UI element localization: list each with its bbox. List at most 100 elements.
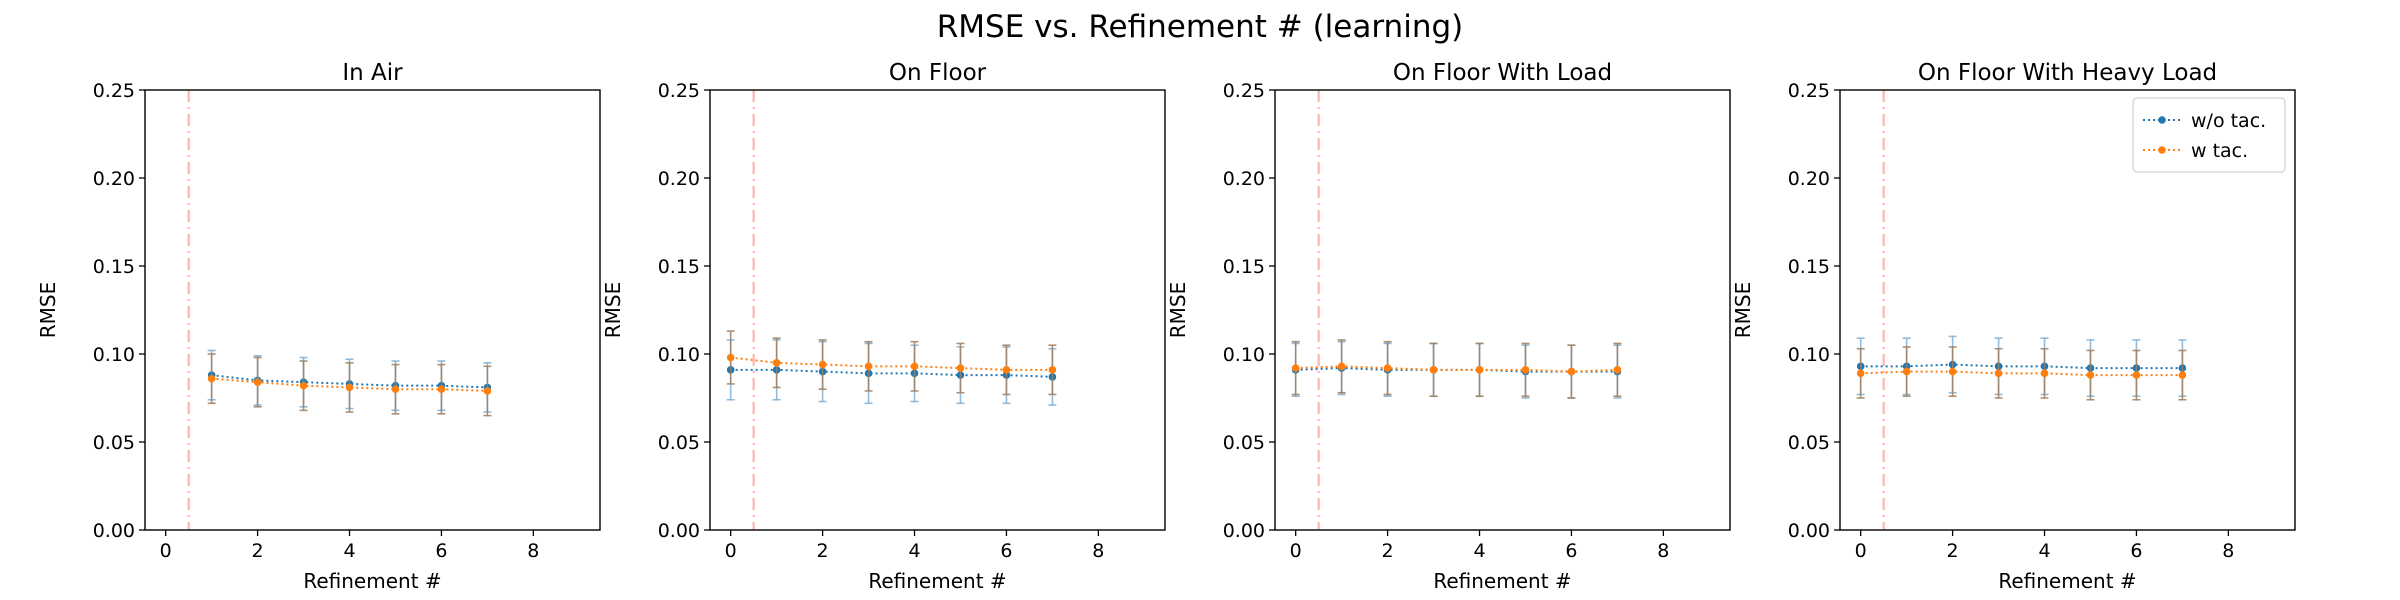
x-tick-label: 6 xyxy=(2130,540,2142,562)
data-point xyxy=(253,378,262,386)
y-axis-label: RMSE xyxy=(1731,282,1755,338)
x-tick-label: 8 xyxy=(1657,540,1669,562)
y-tick-label: 0.25 xyxy=(658,80,700,102)
y-tick-label: 0.20 xyxy=(658,168,700,190)
data-point xyxy=(1291,364,1300,372)
series-line xyxy=(1860,363,2183,370)
data-point xyxy=(818,360,827,369)
subplot-2: On Floor 0.00 0.05 0.10 0.15 0.20 0.25 0 2 4 6 8 Ref… xyxy=(601,60,1166,593)
y-tick-label: 0.00 xyxy=(1223,520,1265,542)
data-point xyxy=(726,353,735,362)
data-point xyxy=(772,359,781,367)
x-tick-label: 2 xyxy=(1947,540,1959,562)
axes-frame xyxy=(1274,89,1731,531)
axes-frame xyxy=(1839,89,2296,531)
data-point xyxy=(299,381,308,390)
data-point xyxy=(1002,366,1011,374)
y-tick-label: 0.15 xyxy=(658,256,700,278)
y-tick-label: 0.05 xyxy=(1223,432,1265,454)
x-tick-label: 4 xyxy=(343,540,355,562)
series-line xyxy=(730,368,1053,378)
data-point xyxy=(1567,367,1576,376)
legend-marker xyxy=(2158,146,2166,154)
y-tick-label: 0.00 xyxy=(1788,520,1830,542)
y-tick-label: 0.15 xyxy=(1788,256,1830,278)
legend: w/o tac. w tac. xyxy=(2132,97,2286,173)
legend-item: w tac. xyxy=(2143,140,2248,162)
x-tick-label: 2 xyxy=(252,540,264,562)
data-point xyxy=(391,385,400,394)
data-point xyxy=(1994,369,2003,378)
y-tick-label: 0.15 xyxy=(93,256,135,278)
subplots: In Air 0.00 0.05 0.10 0.15 0.20 0.25 0 2 4 6 8 Refin… xyxy=(36,60,2296,593)
series-line xyxy=(730,356,1053,371)
y-axis-label: RMSE xyxy=(1166,282,1190,338)
data-point xyxy=(483,387,492,395)
figure-suptitle: RMSE vs. Refinement # (learning) xyxy=(937,9,1464,45)
data-point xyxy=(1475,366,1484,374)
subplot-4: On Floor With Heavy Load 0.00 0.05 0.10 0.15… xyxy=(1731,60,2296,593)
subplot-title: On Floor With Heavy Load xyxy=(1918,60,2217,86)
x-tick-label: 6 xyxy=(1565,540,1577,562)
x-tick-label: 2 xyxy=(817,540,829,562)
y-tick-label: 0.10 xyxy=(658,344,700,366)
y-tick-label: 0.10 xyxy=(93,344,135,366)
x-tick-label: 6 xyxy=(435,540,447,562)
series-w-tac xyxy=(1856,346,2187,401)
data-point xyxy=(1337,362,1346,371)
data-point xyxy=(1856,369,1865,378)
data-point xyxy=(345,383,354,392)
data-point xyxy=(2178,371,2187,379)
series-w-tac xyxy=(726,330,1057,396)
y-tick-label: 0.05 xyxy=(93,432,135,454)
x-tick-label: 8 xyxy=(527,540,539,562)
data-point xyxy=(1383,364,1392,372)
x-tick-label: 0 xyxy=(1855,540,1867,562)
x-tick-label: 0 xyxy=(1290,540,1302,562)
x-axis-label: Refinement # xyxy=(868,569,1006,593)
y-axis-label: RMSE xyxy=(36,282,60,338)
data-point xyxy=(864,362,873,371)
y-tick-label: 0.00 xyxy=(658,520,700,542)
x-tick-label: 4 xyxy=(2038,540,2050,562)
data-point xyxy=(2086,371,2095,379)
y-tick-label: 0.05 xyxy=(658,432,700,454)
subplot-title: On Floor With Load xyxy=(1393,60,1612,86)
series-w-tac xyxy=(207,353,492,417)
y-tick-label: 0.25 xyxy=(1788,80,1830,102)
x-tick-label: 8 xyxy=(1092,540,1104,562)
y-tick-label: 0.25 xyxy=(1223,80,1265,102)
y-tick-label: 0.20 xyxy=(1788,168,1830,190)
x-axis-label: Refinement # xyxy=(1998,569,2136,593)
data-point xyxy=(910,362,919,371)
data-point xyxy=(1521,366,1530,374)
y-axis-label: RMSE xyxy=(601,282,625,338)
x-tick-label: 8 xyxy=(2222,540,2234,562)
y-tick-label: 0.00 xyxy=(93,520,135,542)
data-point xyxy=(1948,367,1957,376)
subplot-3: On Floor With Load 0.00 0.05 0.10 0.15 0.20 0.… xyxy=(1166,60,1731,593)
axes-frame xyxy=(144,89,601,531)
y-tick-label: 0.10 xyxy=(1788,344,1830,366)
series-w-tac xyxy=(1291,339,1622,399)
data-point xyxy=(2132,371,2141,379)
legend-label: w/o tac. xyxy=(2191,110,2266,132)
y-tick-label: 0.20 xyxy=(93,168,135,190)
y-tick-label: 0.25 xyxy=(93,80,135,102)
x-tick-label: 0 xyxy=(725,540,737,562)
axes-frame xyxy=(709,89,1166,531)
x-axis-label: Refinement # xyxy=(1433,569,1571,593)
series-line xyxy=(1295,365,1618,373)
data-point xyxy=(1429,366,1438,374)
data-point xyxy=(437,385,446,394)
y-tick-label: 0.05 xyxy=(1788,432,1830,454)
y-tick-label: 0.15 xyxy=(1223,256,1265,278)
y-tick-label: 0.20 xyxy=(1223,168,1265,190)
x-tick-label: 6 xyxy=(1000,540,1012,562)
series-line xyxy=(1860,370,2183,377)
data-point xyxy=(1048,366,1057,374)
legend-marker xyxy=(2158,116,2166,124)
legend-box xyxy=(2132,97,2286,173)
